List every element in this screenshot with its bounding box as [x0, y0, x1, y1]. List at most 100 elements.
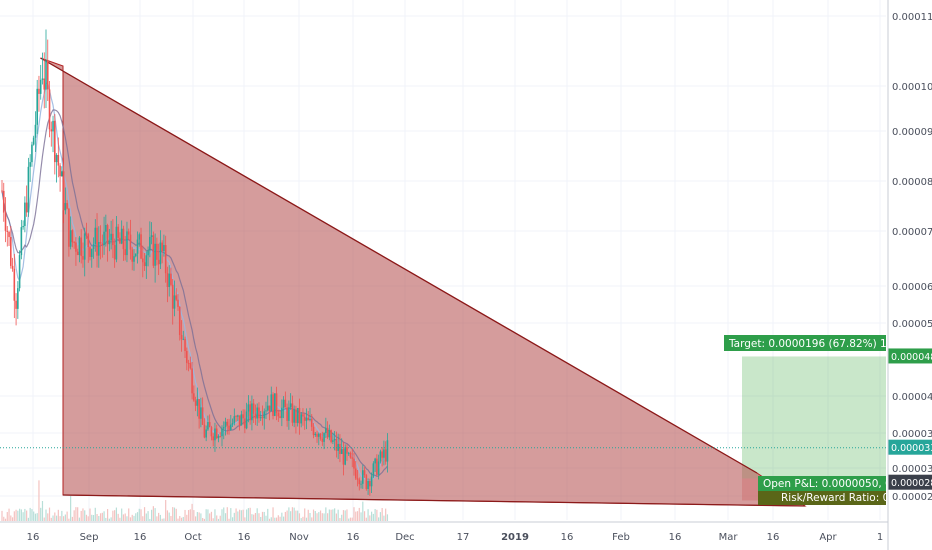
- volume-bar: [129, 517, 132, 521]
- volume-bar: [96, 513, 98, 521]
- candle-body: [103, 231, 105, 246]
- x-tick-label: Oct: [184, 532, 201, 543]
- volume-bar: [73, 510, 75, 521]
- volume-bar: [365, 517, 367, 521]
- volume-bar: [187, 510, 190, 521]
- candle-body: [129, 234, 132, 250]
- volume-bar: [341, 514, 343, 521]
- volume-bar: [360, 512, 362, 521]
- candle-body: [57, 154, 60, 166]
- candle-body: [161, 242, 163, 251]
- candle-body: [369, 481, 371, 487]
- target-label-text: Target: 0.0000196 (67.82%) 196, A: [728, 338, 915, 350]
- candle-body: [302, 414, 304, 417]
- candle-body: [124, 249, 126, 256]
- candle-body: [309, 418, 311, 421]
- volume-bar: [385, 508, 387, 521]
- candle-body: [22, 225, 24, 228]
- volume-bar: [305, 517, 308, 521]
- candle-body: [203, 424, 206, 438]
- volume-bar: [358, 507, 360, 521]
- volume-bar: [68, 518, 70, 521]
- volume-bar: [48, 507, 51, 521]
- volume-bar: [371, 511, 373, 521]
- volume-bar: [226, 507, 228, 521]
- candle-body: [347, 452, 350, 454]
- candle-body: [25, 202, 28, 213]
- volume-bar: [325, 507, 327, 521]
- candle-body: [18, 255, 21, 289]
- candle-body: [244, 418, 246, 429]
- candle-body: [24, 202, 26, 226]
- volume-bar: [191, 503, 193, 521]
- candle-body: [177, 299, 179, 307]
- volume-bar: [161, 518, 163, 521]
- volume-bar: [318, 512, 320, 521]
- candle-body: [360, 483, 362, 485]
- candle-body: [254, 413, 257, 419]
- overlay-labels: Target: 0.0000196 (67.82%) 196, A Open P&…: [0, 335, 932, 505]
- volume-bar: [348, 518, 350, 521]
- volume-bar: [75, 507, 77, 521]
- x-tick-label: Apr: [819, 532, 837, 543]
- volume-bar: [228, 518, 230, 521]
- volume-bar: [166, 510, 169, 521]
- volume-bar: [179, 516, 181, 521]
- volume-bar: [158, 512, 160, 521]
- candle-body: [215, 428, 218, 439]
- candle-body: [163, 245, 165, 251]
- rr-label-text: Risk/Reward Ratio: 0.56: [781, 492, 906, 504]
- candle-body: [298, 407, 301, 424]
- volume-bar: [224, 513, 227, 521]
- candle-body: [228, 425, 230, 430]
- volume-bar: [302, 516, 304, 521]
- candle-body: [339, 443, 341, 454]
- volume-bar: [82, 508, 84, 521]
- volume-bar: [136, 512, 139, 521]
- volume-bar: [242, 509, 244, 521]
- volume-bar: [27, 517, 29, 521]
- volume-bar: [319, 510, 322, 521]
- volume-bar: [233, 512, 235, 521]
- candle-body: [31, 144, 33, 163]
- candle-body: [365, 475, 368, 489]
- volume-bar: [351, 517, 353, 521]
- candle-body: [157, 259, 160, 265]
- candle-body: [173, 295, 176, 309]
- volume-bar: [277, 515, 279, 521]
- volume-bar: [52, 515, 54, 521]
- volume-bar: [246, 509, 248, 521]
- volume-bar: [89, 508, 91, 521]
- candle-body: [55, 154, 58, 163]
- volume-bar: [114, 510, 116, 521]
- candle-body: [377, 461, 380, 475]
- volume-bar: [265, 515, 267, 521]
- volume-bar: [110, 517, 112, 521]
- volume-bar: [170, 515, 172, 521]
- volume-bar: [156, 516, 158, 521]
- candle-body: [134, 253, 137, 257]
- candle-body: [186, 350, 188, 363]
- volume-bar: [379, 512, 381, 521]
- volume-bar: [298, 513, 301, 521]
- candle-body: [119, 237, 121, 244]
- candle-body: [305, 417, 308, 421]
- candle-body: [249, 404, 251, 421]
- volume-bar: [64, 514, 66, 521]
- volume-bar: [356, 511, 359, 521]
- candle-body: [266, 405, 269, 411]
- candle-body: [295, 409, 297, 423]
- volume-bar: [66, 511, 68, 521]
- volume-bar: [175, 508, 177, 521]
- volume-bar: [291, 507, 293, 521]
- x-tick-label: 16: [27, 532, 40, 543]
- volume-bar: [321, 513, 323, 521]
- volume-bar: [311, 517, 313, 521]
- y-tick-label: 0.0000800: [892, 177, 932, 188]
- volume-bar: [1, 510, 3, 521]
- candle-body: [4, 212, 7, 231]
- candle-body: [282, 399, 285, 408]
- candle-body: [29, 162, 31, 167]
- volume-bar: [297, 510, 299, 521]
